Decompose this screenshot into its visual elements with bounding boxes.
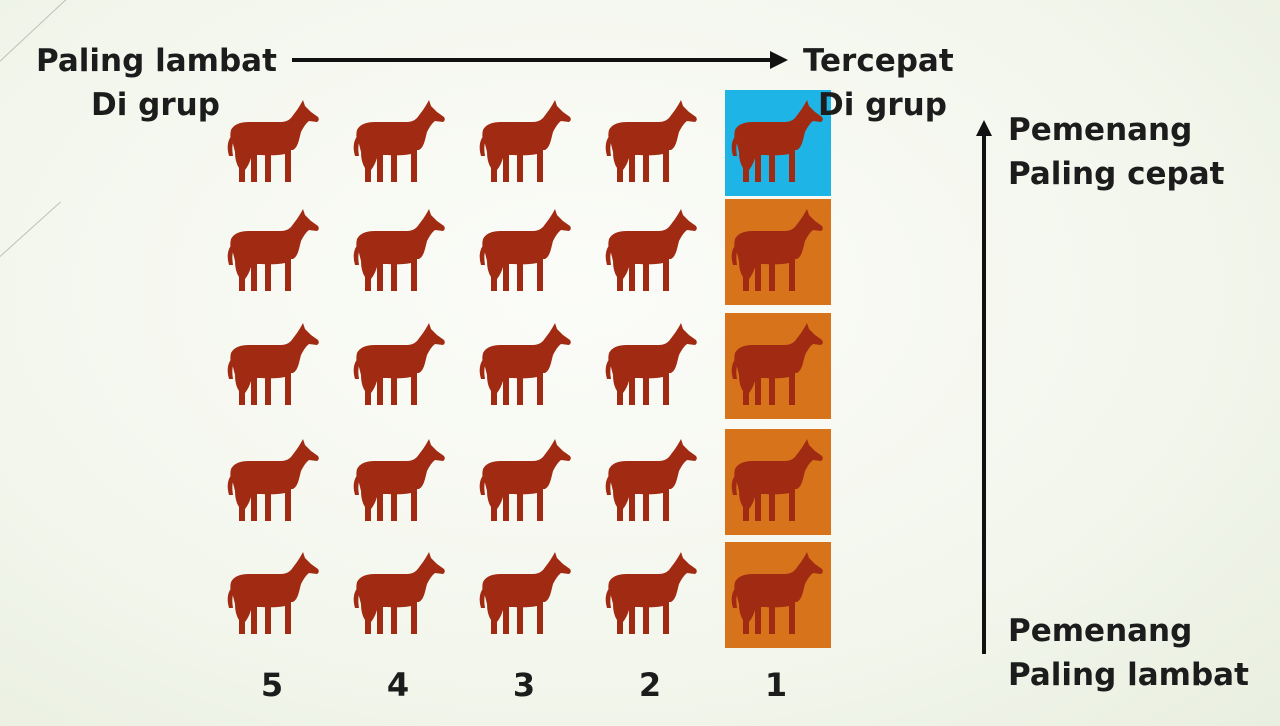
slowest-winner-line1: Pemenang — [1008, 613, 1193, 649]
column-number: 3 — [512, 666, 536, 704]
horse-icon — [473, 542, 579, 648]
slowest-in-group-label: Paling lambat Di grup — [36, 39, 277, 127]
fastest-winner-label: Pemenang Paling cepat — [1008, 108, 1224, 196]
horse-icon — [347, 542, 453, 648]
horse-icon — [725, 313, 831, 419]
column-number: 5 — [260, 666, 284, 704]
horse-icon — [473, 199, 579, 305]
horse-icon — [599, 542, 705, 648]
horse-icon — [599, 429, 705, 535]
horse-icon — [473, 313, 579, 419]
horse-icon — [473, 429, 579, 535]
horse-icon — [725, 199, 831, 305]
fastest-in-group-line1: Tercepat — [803, 43, 954, 79]
slowest-in-group-line1: Paling lambat — [36, 43, 277, 79]
horse-icon — [599, 313, 705, 419]
horse-icon — [221, 542, 327, 648]
fastest-winner-line1: Pemenang — [1008, 112, 1193, 148]
horse-icon — [221, 313, 327, 419]
horse-icon — [473, 90, 579, 196]
horse-icon — [221, 90, 327, 196]
horse-icon — [725, 90, 831, 196]
vertical-arrow-icon — [976, 120, 992, 654]
horse-icon — [599, 199, 705, 305]
slowest-in-group-line2: Di grup — [91, 87, 220, 123]
horse-icon — [347, 90, 453, 196]
horse-icon — [599, 90, 705, 196]
horse-icon — [725, 429, 831, 535]
horizontal-arrow-icon — [292, 51, 788, 69]
horse-icon — [347, 429, 453, 535]
fastest-winner-line2: Paling cepat — [1008, 156, 1225, 192]
fastest-in-group-label: Tercepat Di grup — [803, 39, 954, 127]
horse-icon — [347, 313, 453, 419]
fastest-in-group-line2: Di grup — [818, 87, 947, 123]
horse-icon — [347, 199, 453, 305]
column-number: 4 — [386, 666, 410, 704]
column-number: 1 — [764, 666, 788, 704]
slowest-winner-line2: Paling lambat — [1008, 657, 1249, 693]
horse-icon — [221, 199, 327, 305]
decorative-line — [0, 201, 61, 266]
slowest-winner-label: Pemenang Paling lambat — [1008, 609, 1249, 697]
horse-icon — [221, 429, 327, 535]
horse-icon — [725, 542, 831, 648]
column-number: 2 — [638, 666, 662, 704]
